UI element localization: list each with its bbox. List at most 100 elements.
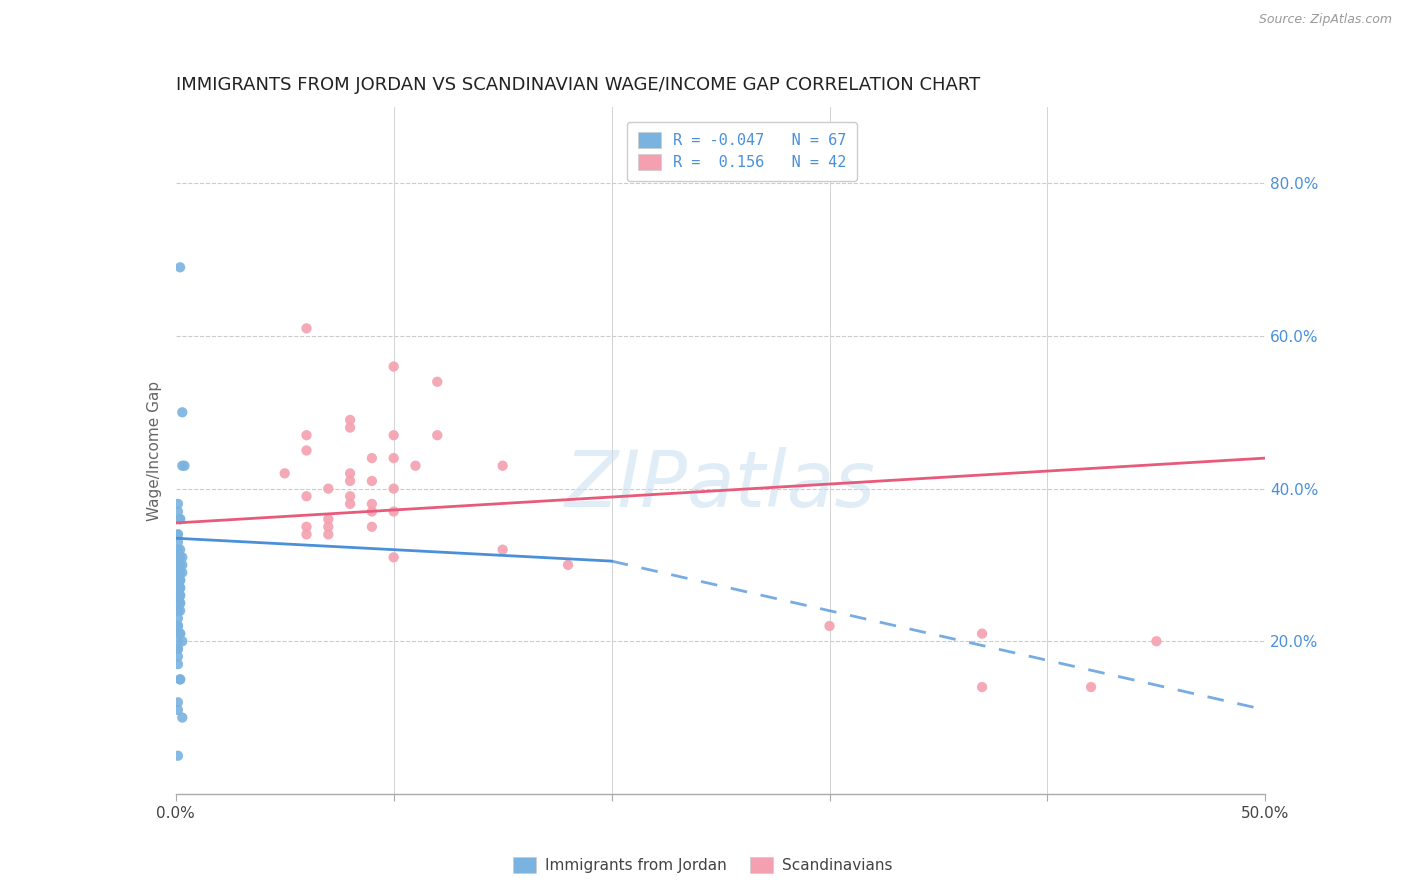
Point — [169, 573, 191, 587]
Point — [167, 619, 190, 633]
Point — [274, 467, 297, 481]
Y-axis label: Wage/Income Gap: Wage/Income Gap — [146, 380, 162, 521]
Point — [167, 581, 190, 595]
Point — [339, 467, 361, 481]
Point — [167, 527, 190, 541]
Point — [173, 458, 195, 473]
Point — [169, 626, 191, 640]
Point — [167, 573, 190, 587]
Point — [295, 443, 318, 458]
Text: ZIPatlas: ZIPatlas — [565, 447, 876, 523]
Point — [167, 573, 190, 587]
Point — [339, 489, 361, 503]
Point — [169, 581, 191, 595]
Point — [405, 458, 427, 473]
Point — [167, 581, 190, 595]
Point — [295, 321, 318, 335]
Point — [167, 558, 190, 572]
Point — [172, 710, 194, 724]
Point — [318, 527, 340, 541]
Point — [295, 489, 318, 503]
Point — [169, 596, 191, 610]
Text: Source: ZipAtlas.com: Source: ZipAtlas.com — [1258, 13, 1392, 27]
Point — [167, 641, 190, 656]
Point — [360, 451, 382, 466]
Point — [167, 604, 190, 618]
Point — [167, 649, 190, 664]
Point — [169, 566, 191, 580]
Point — [169, 589, 191, 603]
Point — [360, 474, 382, 488]
Point — [339, 474, 361, 488]
Point — [172, 558, 194, 572]
Point — [169, 566, 191, 580]
Point — [167, 566, 190, 580]
Legend: Immigrants from Jordan, Scandinavians: Immigrants from Jordan, Scandinavians — [508, 851, 898, 880]
Point — [172, 458, 194, 473]
Point — [167, 748, 190, 763]
Point — [492, 542, 515, 557]
Point — [167, 589, 190, 603]
Point — [167, 566, 190, 580]
Point — [167, 573, 190, 587]
Point — [167, 527, 190, 541]
Point — [360, 504, 382, 518]
Text: IMMIGRANTS FROM JORDAN VS SCANDINAVIAN WAGE/INCOME GAP CORRELATION CHART: IMMIGRANTS FROM JORDAN VS SCANDINAVIAN W… — [176, 77, 980, 95]
Point — [172, 550, 194, 565]
Point — [318, 520, 340, 534]
Point — [169, 581, 191, 595]
Point — [169, 550, 191, 565]
Point — [169, 604, 191, 618]
Point — [167, 703, 190, 717]
Point — [167, 566, 190, 580]
Point — [167, 558, 190, 572]
Point — [172, 405, 194, 419]
Point — [167, 535, 190, 549]
Point — [167, 604, 190, 618]
Point — [172, 566, 194, 580]
Point — [169, 566, 191, 580]
Point — [167, 596, 190, 610]
Point — [382, 451, 405, 466]
Point — [426, 428, 449, 442]
Point — [167, 634, 190, 648]
Point — [167, 641, 190, 656]
Point — [169, 596, 191, 610]
Point — [167, 504, 190, 518]
Point — [1144, 634, 1167, 648]
Point — [167, 542, 190, 557]
Point — [818, 619, 841, 633]
Point — [167, 619, 190, 633]
Point — [169, 573, 191, 587]
Point — [167, 558, 190, 572]
Point — [970, 680, 993, 694]
Point — [169, 626, 191, 640]
Point — [382, 504, 405, 518]
Point — [360, 520, 382, 534]
Point — [295, 520, 318, 534]
Point — [167, 497, 190, 511]
Point — [382, 428, 405, 442]
Point — [169, 512, 191, 526]
Point — [318, 512, 340, 526]
Point — [169, 542, 191, 557]
Point — [382, 550, 405, 565]
Point — [382, 482, 405, 496]
Point — [339, 420, 361, 434]
Point — [169, 589, 191, 603]
Point — [339, 497, 361, 511]
Point — [426, 375, 449, 389]
Point — [360, 497, 382, 511]
Point — [169, 558, 191, 572]
Legend: R = -0.047   N = 67, R =  0.156   N = 42: R = -0.047 N = 67, R = 0.156 N = 42 — [627, 121, 858, 181]
Point — [167, 581, 190, 595]
Point — [167, 657, 190, 672]
Point — [318, 482, 340, 496]
Point — [172, 634, 194, 648]
Point — [295, 527, 318, 541]
Point — [492, 458, 515, 473]
Point — [167, 611, 190, 625]
Point — [382, 359, 405, 374]
Point — [169, 512, 191, 526]
Point — [1080, 680, 1102, 694]
